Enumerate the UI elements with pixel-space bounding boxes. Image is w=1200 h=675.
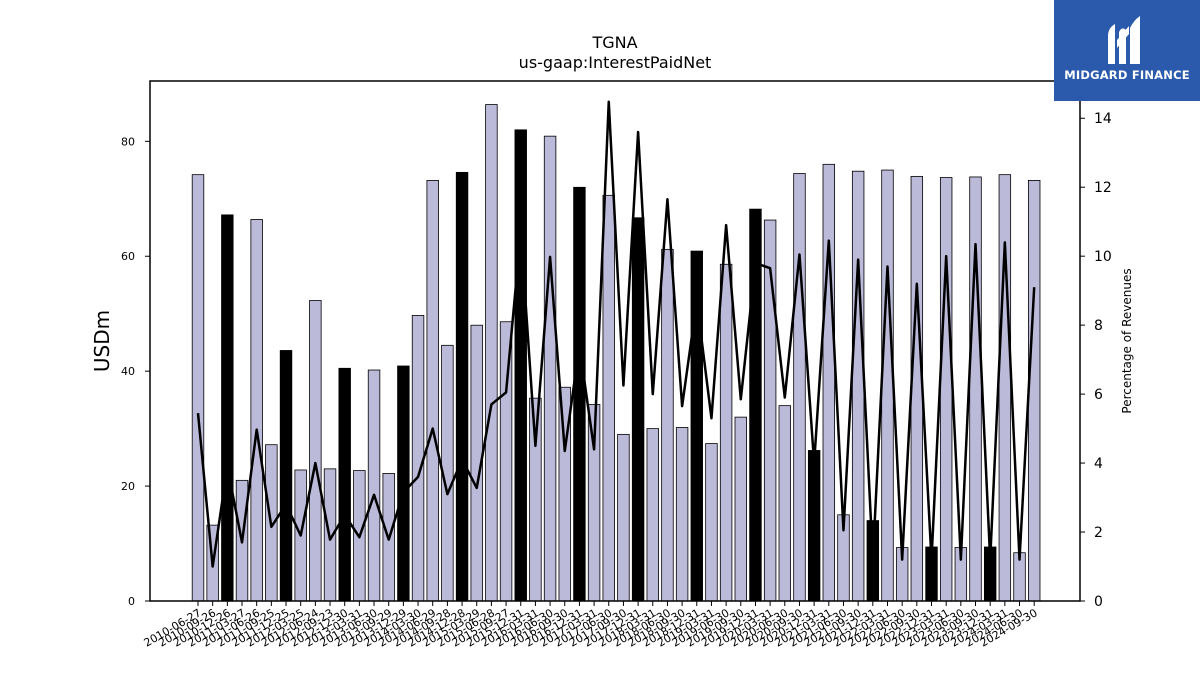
plot-frame <box>149 80 1081 602</box>
bar <box>338 367 351 602</box>
bar <box>279 350 293 602</box>
y-tick-label: 40 <box>121 365 135 378</box>
bar <box>309 300 322 602</box>
bar <box>734 416 747 602</box>
y2-tick-label: 10 <box>1094 249 1112 265</box>
bar <box>1027 179 1041 602</box>
bar <box>939 177 953 602</box>
bar <box>426 179 439 602</box>
bar <box>617 433 630 602</box>
bar <box>485 104 498 602</box>
bar <box>367 369 381 602</box>
y2-tick-label: 8 <box>1094 318 1103 334</box>
series-line <box>196 100 1036 568</box>
y2-axis-label: Percentage of Revenues <box>1120 268 1134 413</box>
bar <box>250 219 263 602</box>
bar <box>998 174 1012 602</box>
y2-tick-label: 6 <box>1094 387 1103 403</box>
bar <box>499 321 513 602</box>
bar <box>793 173 806 602</box>
y-tick-label: 20 <box>121 480 135 493</box>
bar <box>631 217 645 602</box>
line-layer <box>196 100 1036 568</box>
y-tick-label: 80 <box>121 135 135 148</box>
y2-tick-label: 0 <box>1094 594 1103 610</box>
chart-subtitle: us-gaap:InterestPaidNet <box>519 53 712 72</box>
axes-layer: 020406080024681012142010-06-272010-09-26… <box>121 80 1112 650</box>
y-axis-label: USDm <box>90 310 114 372</box>
bar <box>397 365 410 602</box>
midgard-finance-logo: MIDGARD FINANCE <box>1054 0 1200 101</box>
bar <box>514 129 527 602</box>
bar <box>661 248 674 602</box>
bar <box>455 171 469 602</box>
bar <box>602 194 615 602</box>
bar <box>778 405 792 602</box>
bar <box>705 443 718 602</box>
bar <box>969 176 982 602</box>
bar <box>646 428 659 602</box>
y2-tick-label: 2 <box>1094 525 1103 541</box>
bar <box>910 175 924 602</box>
bar <box>543 135 557 602</box>
bar <box>822 163 836 602</box>
bar <box>411 315 425 602</box>
midgard-logo-icon <box>1108 16 1140 64</box>
y2-tick-label: 4 <box>1094 456 1103 472</box>
bar <box>191 174 205 602</box>
bar <box>851 170 865 602</box>
logo-text: MIDGARD FINANCE <box>1064 68 1190 82</box>
y-tick-label: 60 <box>121 250 135 263</box>
bar <box>221 214 234 602</box>
bar <box>719 263 733 602</box>
y2-tick-label: 12 <box>1094 180 1112 196</box>
chart-title: TGNA <box>591 33 637 52</box>
y-tick-label: 0 <box>128 595 135 608</box>
bar <box>807 450 821 602</box>
y2-tick-label: 14 <box>1094 111 1112 127</box>
bar <box>675 427 689 602</box>
bar <box>573 186 586 602</box>
bar <box>881 169 894 602</box>
